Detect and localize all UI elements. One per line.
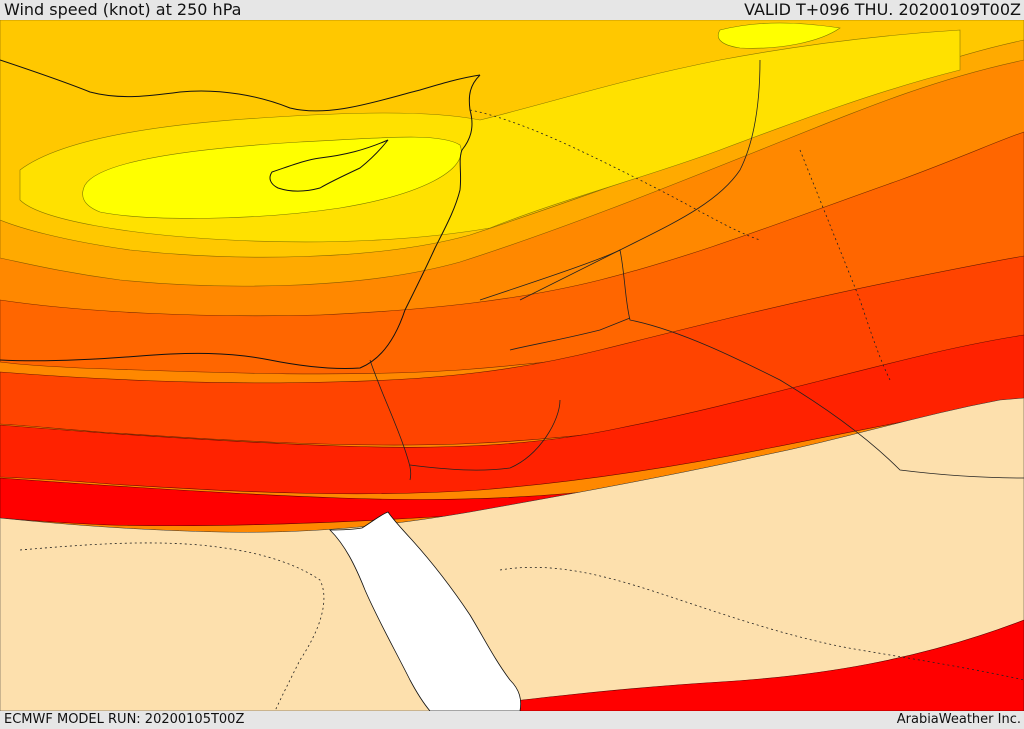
border-dotted-egypt xyxy=(19,542,325,711)
red-sea xyxy=(329,511,522,711)
valid-time: VALID T+096 THU. 20200109T00Z xyxy=(744,0,1021,19)
border-3 xyxy=(519,59,761,301)
wind-speed-map xyxy=(0,20,1024,711)
coastline-levant xyxy=(0,74,481,370)
wind-band-1-north xyxy=(717,22,841,49)
border-4 xyxy=(509,317,631,351)
footer-bar: ECMWF MODEL RUN: 20200105T00Z ArabiaWeat… xyxy=(0,711,1024,729)
map-title: Wind speed (knot) at 250 hPa xyxy=(4,0,242,19)
border-dotted-south xyxy=(499,567,1024,681)
border-dotted-iraq xyxy=(799,149,891,381)
coastline-turkey xyxy=(0,59,481,112)
credit-label: ArabiaWeather Inc. xyxy=(896,712,1021,727)
model-run-label: ECMWF MODEL RUN: 20200105T00Z xyxy=(4,712,245,727)
cyprus xyxy=(269,139,389,192)
header-bar: Wind speed (knot) at 250 hPa VALID T+096… xyxy=(0,0,1024,20)
border-5 xyxy=(369,359,412,481)
calm-region xyxy=(0,397,1024,711)
wind-band-1 xyxy=(82,136,462,219)
border-2 xyxy=(479,249,1024,479)
map-area xyxy=(0,20,1024,711)
wind-band-south xyxy=(429,619,1024,711)
border-6 xyxy=(409,399,561,471)
